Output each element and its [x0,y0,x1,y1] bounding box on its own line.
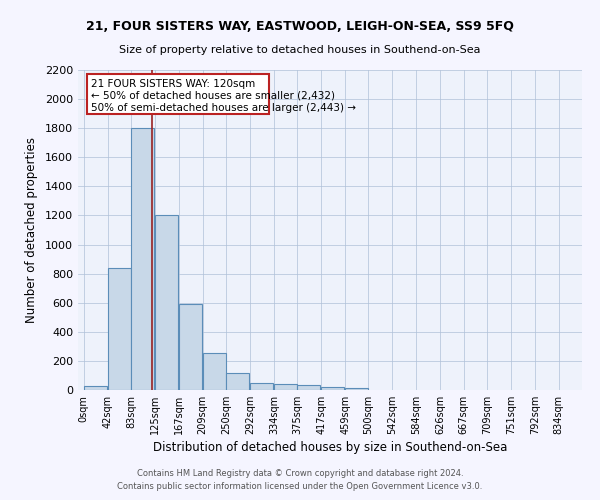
Bar [155,216,178,390]
Bar [274,384,297,390]
Y-axis label: Number of detached properties: Number of detached properties [25,137,38,323]
Bar [322,388,344,390]
Text: Size of property relative to detached houses in Southend-on-Sea: Size of property relative to detached ho… [119,45,481,55]
Bar [84,386,107,390]
Bar [226,372,249,390]
Text: Contains HM Land Registry data © Crown copyright and database right 2024.: Contains HM Land Registry data © Crown c… [137,468,463,477]
Bar [131,128,154,390]
Text: 50% of semi-detached houses are larger (2,443) →: 50% of semi-detached houses are larger (… [91,102,356,113]
X-axis label: Distribution of detached houses by size in Southend-on-Sea: Distribution of detached houses by size … [153,441,507,454]
Bar [250,384,273,390]
Bar [108,268,131,390]
FancyBboxPatch shape [86,74,269,114]
Bar [298,386,320,390]
Bar [179,304,202,390]
Bar [203,353,226,390]
Text: 21, FOUR SISTERS WAY, EASTWOOD, LEIGH-ON-SEA, SS9 5FQ: 21, FOUR SISTERS WAY, EASTWOOD, LEIGH-ON… [86,20,514,33]
Text: 21 FOUR SISTERS WAY: 120sqm: 21 FOUR SISTERS WAY: 120sqm [91,79,256,89]
Text: Contains public sector information licensed under the Open Government Licence v3: Contains public sector information licen… [118,482,482,491]
Text: ← 50% of detached houses are smaller (2,432): ← 50% of detached houses are smaller (2,… [91,91,335,101]
Bar [345,388,368,390]
